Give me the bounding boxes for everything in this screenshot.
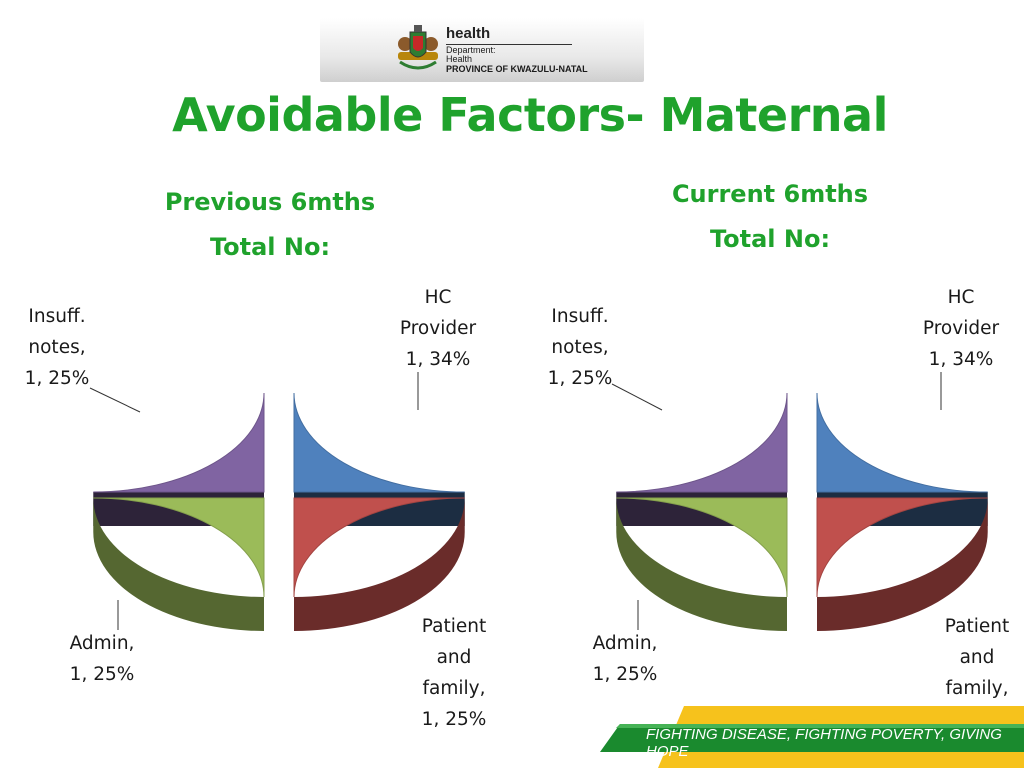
coat-of-arms-icon [398, 25, 438, 70]
label-insuff-notes-line: 1, 25% [548, 368, 613, 389]
label-insuff-notes-line: Insuff. [28, 306, 85, 327]
pie-chart-previous: HC Provider 1, 34%Patient and family, 1, 25%A… [25, 287, 487, 730]
pie-slice-insuff-notes [93, 393, 265, 493]
label-insuff-notes-line: notes, [551, 337, 608, 358]
label-insuff-notes-line: Insuff. [551, 306, 608, 327]
logo-rule [446, 43, 572, 45]
pie-slice-patient-and-family [293, 497, 465, 597]
pie-slice-insuff-notes [616, 393, 788, 493]
logo-banner [320, 18, 644, 82]
label-patient-and-family-line: family, [423, 678, 486, 699]
previous-chart-title: Previous 6mths [164, 188, 376, 216]
label-patient-and-family-line: and [960, 647, 995, 668]
previous-chart-total: Total No: [209, 233, 331, 261]
label-hc-provider-line: HC [425, 287, 452, 308]
label-insuff-notes-leader [611, 383, 663, 411]
pie-slice-hc-provider [816, 393, 988, 493]
label-insuff-notes-leader [89, 387, 141, 413]
footer-banner [600, 706, 1024, 768]
pie-slice-admin-side [93, 498, 264, 631]
label-insuff-notes: Insuff. notes, 1, 25% [548, 306, 613, 389]
logo-line-2: Health [446, 54, 473, 65]
pie-slice-admin [616, 497, 788, 597]
label-admin-line: Admin, [70, 633, 135, 654]
label-admin: Admin, 1, 25% [70, 633, 135, 685]
label-patient-and-family-line: family, [946, 678, 1009, 699]
label-admin-line: 1, 25% [593, 664, 658, 685]
label-patient-and-family-line: Patient [422, 616, 486, 637]
pie-slice-patient-and-family-side [817, 498, 988, 631]
pie-slice-hc-provider [293, 393, 465, 493]
pie-slice-admin [93, 497, 265, 597]
logo-line-3: PROVINCE OF KWAZULU-NATAL [446, 63, 588, 74]
label-insuff-notes-line: notes, [28, 337, 85, 358]
label-patient-and-family-line: 1, 25% [422, 709, 487, 730]
label-insuff-notes-line: 1, 25% [25, 368, 90, 389]
footer-slogan: FIGHTING DISEASE, FIGHTING POVERTY, GIVI… [646, 726, 1002, 760]
label-hc-provider: HC Provider 1, 34% [400, 287, 477, 370]
label-admin-line: 1, 25% [70, 664, 135, 685]
label-insuff-notes: Insuff. notes, 1, 25% [25, 306, 90, 389]
label-hc-provider-line: 1, 34% [406, 349, 471, 370]
label-hc-provider: HC Provider 1, 34% [923, 287, 1000, 370]
label-patient-and-family: Patient and family, 1, 25% [422, 616, 487, 730]
current-chart-total: Total No: [709, 225, 831, 253]
label-hc-provider-line: Provider [400, 318, 477, 339]
logo-line-1: Department: [446, 44, 496, 55]
label-patient-and-family-line: and [437, 647, 472, 668]
label-hc-provider-line: HC [948, 287, 975, 308]
current-chart-heading: Current 6mths Total No: [620, 172, 920, 262]
current-chart-title: Current 6mths [671, 180, 869, 208]
label-hc-provider-line: Provider [923, 318, 1000, 339]
department-logo-text: health Department: Health PROVINCE OF KW… [446, 26, 588, 74]
pie-slice-admin-side [616, 498, 787, 631]
label-admin-line: Admin, [593, 633, 658, 654]
pie-slice-patient-and-family [816, 497, 988, 597]
pie-slice-patient-and-family-side [294, 498, 465, 631]
label-patient-and-family-line: Patient [945, 616, 1009, 637]
page-title: Avoidable Factors- Maternal [172, 88, 888, 142]
label-admin: Admin, 1, 25% [593, 633, 658, 685]
label-hc-provider-line: 1, 34% [929, 349, 994, 370]
previous-chart-heading: Previous 6mths Total No: [120, 180, 420, 270]
logo-brand: health [446, 25, 491, 42]
